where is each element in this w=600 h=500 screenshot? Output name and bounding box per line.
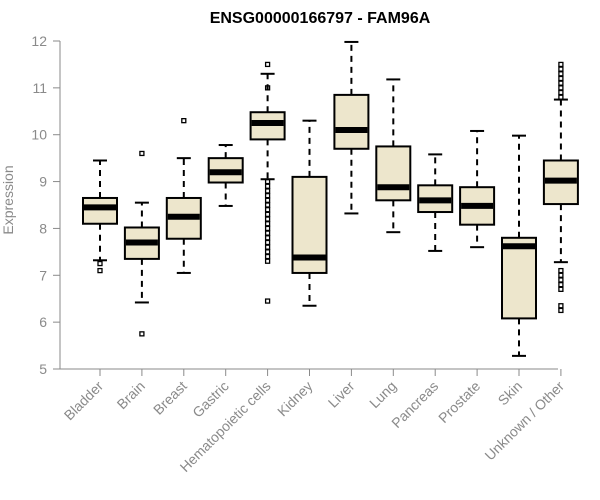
- outlier-point: [558, 286, 564, 292]
- outlier-point: [264, 61, 271, 68]
- x-tick-label: Brain: [114, 378, 148, 412]
- outlier-point: [558, 267, 564, 274]
- outlier-point: [264, 211, 271, 218]
- box-group: [542, 61, 579, 314]
- y-tick-label: 11: [32, 80, 47, 96]
- outlier-point: [264, 183, 271, 189]
- outlier-point: [558, 272, 564, 278]
- box-group: [165, 118, 202, 274]
- outlier-point: [558, 282, 564, 288]
- box-group: [501, 134, 537, 357]
- x-tick-label: Liver: [325, 378, 358, 411]
- x-tick-label: Breast: [150, 378, 190, 418]
- outlier-point: [264, 249, 271, 255]
- x-tick-label: Lung: [366, 378, 399, 411]
- box-group: [82, 159, 118, 274]
- outlier-point: [558, 94, 564, 100]
- outlier-point: [181, 118, 187, 124]
- outlier-point: [139, 331, 145, 337]
- outlier-point: [558, 277, 564, 283]
- x-tick-label: Bladder: [61, 378, 107, 424]
- outlier-point: [264, 197, 271, 203]
- box-group: [207, 144, 244, 207]
- y-axis-label: Expression: [0, 165, 16, 234]
- x-tick-label: Pancreas: [388, 378, 441, 431]
- outlier-point: [264, 202, 271, 208]
- y-tick-label: 12: [31, 33, 47, 49]
- box-iqr: [501, 236, 537, 320]
- y-tick-label: 5: [39, 361, 47, 377]
- outlier-point: [558, 80, 564, 86]
- outlier-point: [264, 178, 271, 185]
- y-axis-ticks: 5 6 7 8 9 10 11 12: [31, 33, 60, 377]
- outlier-point: [264, 85, 271, 91]
- box-group: [417, 153, 454, 252]
- outlier-point: [264, 235, 271, 241]
- outlier-point: [264, 239, 271, 246]
- x-tick-label: Prostate: [435, 378, 483, 426]
- x-tick-label: Skin: [495, 378, 526, 409]
- outlier-point: [558, 307, 564, 314]
- outlier-point: [558, 89, 564, 96]
- outlier-point: [558, 75, 564, 82]
- outlier-point: [558, 71, 564, 77]
- outlier-point: [264, 225, 271, 232]
- outlier-point: [97, 260, 103, 267]
- y-tick-label: 6: [39, 314, 47, 330]
- x-tick-label: Kidney: [274, 378, 316, 420]
- x-tick-label: Unknown / Other: [481, 378, 567, 464]
- outlier-point: [97, 267, 103, 274]
- outlier-point: [264, 188, 271, 194]
- outlier-point: [264, 221, 271, 227]
- outlier-point: [558, 66, 564, 72]
- outlier-point: [264, 230, 271, 236]
- box-group: [333, 40, 370, 215]
- outlier-point: [264, 253, 271, 260]
- box-group: [123, 150, 160, 337]
- outlier-point: [139, 150, 145, 157]
- outlier-point: [264, 298, 271, 304]
- chart-title: ENSG00000166797 - FAM96A: [210, 10, 431, 27]
- outlier-point: [264, 258, 271, 264]
- box-iqr: [82, 196, 118, 225]
- box-group: [249, 61, 286, 304]
- outlier-point: [264, 216, 271, 222]
- box-iqr: [375, 145, 412, 202]
- box-group: [291, 119, 328, 307]
- outlier-point: [558, 61, 564, 68]
- outlier-point: [558, 303, 564, 309]
- box-group: [459, 129, 496, 249]
- outlier-point: [264, 244, 271, 250]
- y-tick-label: 8: [39, 220, 47, 236]
- outlier-point: [264, 192, 271, 199]
- box-iqr: [333, 93, 370, 150]
- y-tick-label: 9: [39, 174, 47, 190]
- box-series: [82, 40, 579, 357]
- y-tick-label: 7: [39, 267, 47, 283]
- box-group: [375, 78, 412, 234]
- outlier-point: [264, 207, 271, 213]
- y-tick-label: 10: [31, 127, 47, 143]
- outlier-point: [558, 85, 564, 91]
